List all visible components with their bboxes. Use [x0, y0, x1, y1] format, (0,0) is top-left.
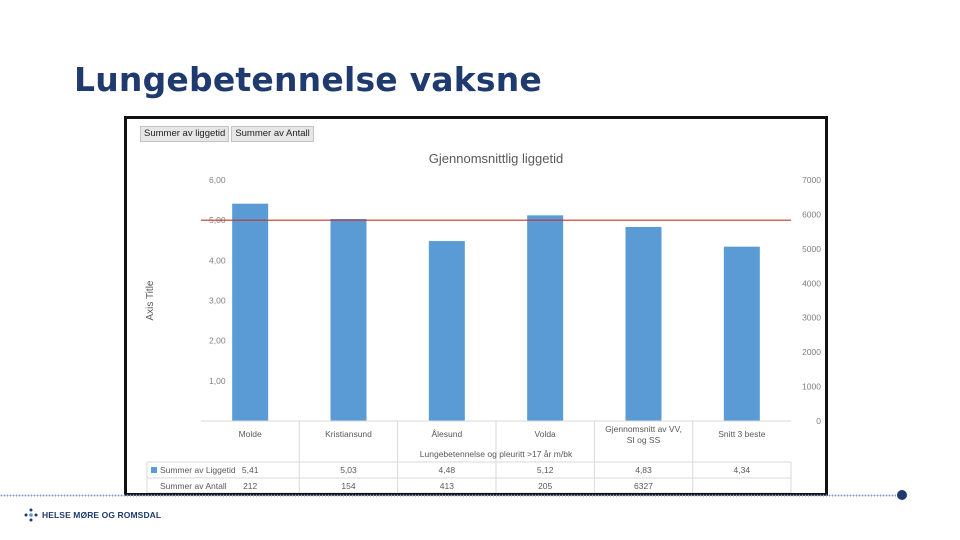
y2-tick-label: 4000: [802, 278, 821, 288]
slide-title: Lungebetennelse vaksne: [74, 60, 543, 99]
x-tick-label: Molde: [239, 429, 262, 439]
table-cell: 205: [538, 481, 552, 491]
chart-frame: Summer av liggetid Summer av Antall Gjen…: [124, 116, 828, 496]
y2-tick-label: 3000: [802, 313, 821, 323]
table-cell: 5,03: [340, 465, 357, 475]
y2-tick-label: 1000: [802, 382, 821, 392]
x-tick-label: SI og SS: [627, 435, 661, 445]
table-cell: 4,48: [439, 465, 456, 475]
table-cell: 5,41: [242, 465, 259, 475]
y-tick-label: 1,00: [209, 376, 226, 386]
bar: [428, 241, 465, 421]
y-tick-label: 4,00: [209, 255, 226, 265]
table-cell: 212: [243, 481, 257, 491]
x-tick-label: Volda: [535, 429, 557, 439]
legend-swatch: [151, 467, 157, 473]
brand-logo: HELSE MØRE OG ROMSDAL: [24, 508, 161, 522]
footer-end-dot: [897, 490, 907, 500]
table-cell: 413: [440, 481, 454, 491]
bar: [330, 218, 367, 421]
x-axis-title: Lungebetennelse og pleuritt >17 år m/bk: [420, 449, 573, 459]
y2-tick-label: 7000: [802, 175, 821, 185]
pivot-button-liggetid[interactable]: Summer av liggetid: [140, 126, 230, 142]
y2-tick-label: 6000: [802, 209, 821, 219]
x-tick-label: Ålesund: [431, 429, 462, 439]
table-cell: 6327: [634, 481, 653, 491]
bar: [625, 226, 662, 421]
table-cell: 154: [341, 481, 355, 491]
y-tick-label: 3,00: [209, 296, 226, 306]
x-tick-label: Snitt 3 beste: [718, 429, 766, 439]
table-series-name: Summer av Liggetid: [160, 465, 236, 475]
x-tick-label: Gjennomsnitt av VV,: [605, 424, 682, 434]
bar-chart: Gjennomsnittlig liggetid Axis Title 1,00 2,…: [145, 151, 821, 493]
chart-title: Gjennomsnittlig liggetid: [429, 151, 563, 166]
logo-mark-icon: [24, 508, 38, 522]
table-series-name: Summer av Antall: [160, 481, 227, 491]
footer-dotted-line: [0, 494, 896, 497]
pivot-button-antall[interactable]: Summer av Antall: [231, 126, 314, 142]
x-tick-label: Kristiansund: [325, 429, 372, 439]
table-cell: 4,83: [635, 465, 652, 475]
y2-tick-label: 0: [816, 416, 821, 426]
y-tick-label: 6,00: [209, 175, 226, 185]
y2-tick-label: 2000: [802, 347, 821, 357]
bar: [232, 203, 269, 421]
pivot-field-buttons: Summer av liggetid Summer av Antall: [140, 126, 314, 142]
table-cell: 4,34: [734, 465, 751, 475]
table-cell: 5,12: [537, 465, 554, 475]
y-axis-title: Axis Title: [145, 280, 156, 320]
bar: [723, 246, 760, 421]
logo-text: HELSE MØRE OG ROMSDAL: [42, 510, 162, 520]
bar: [527, 215, 564, 421]
y-tick-label: 2,00: [209, 336, 226, 346]
y2-tick-label: 5000: [802, 244, 821, 254]
